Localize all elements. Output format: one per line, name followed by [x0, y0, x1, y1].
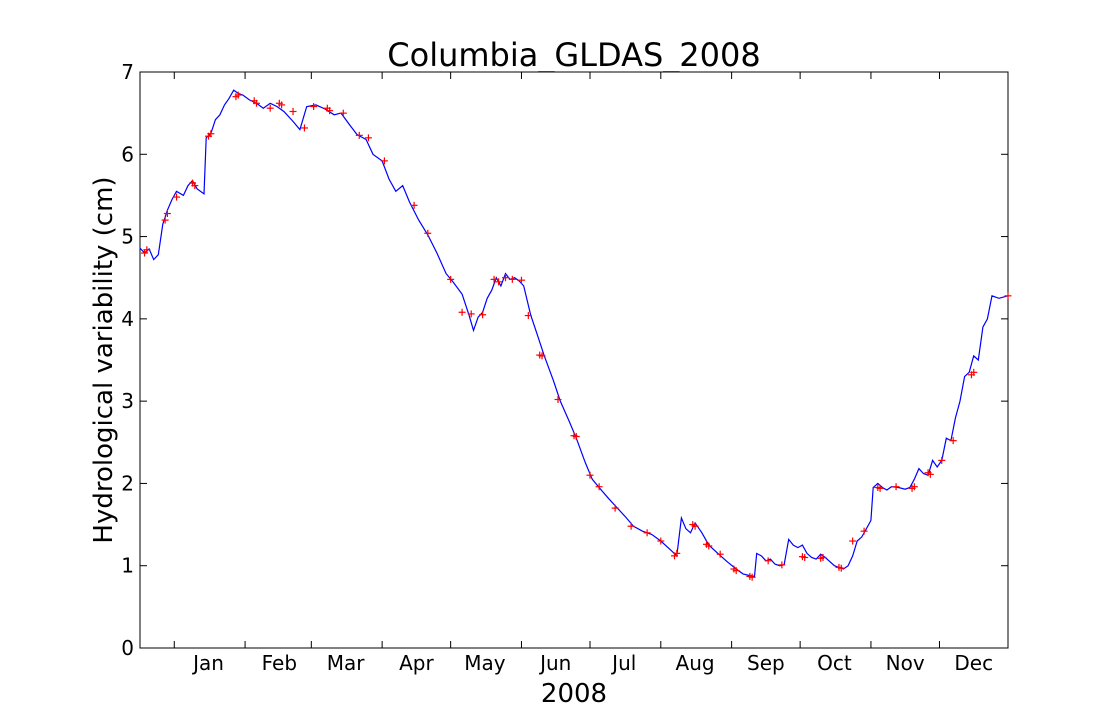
- axis-ticks: 0 1 2 3 4 5 6 7 Jan Feb Mar Apr May Jun Jul Aug Sep Oct No…: [121, 60, 1008, 675]
- data-point: [876, 484, 884, 492]
- x-tick-label: Nov: [886, 651, 925, 675]
- data-point: [778, 561, 786, 569]
- data-point: [837, 564, 845, 572]
- data-point: [1004, 292, 1012, 300]
- data-series: [139, 89, 1012, 581]
- data-point: [643, 529, 651, 537]
- x-tick-label: Sep: [747, 651, 785, 675]
- x-axis-label: 2008: [541, 679, 607, 709]
- data-point: [234, 91, 242, 99]
- x-tick-label: Jul: [610, 651, 636, 675]
- series-line: [139, 89, 1009, 578]
- data-point: [970, 368, 978, 376]
- y-tick-label: 4: [121, 307, 134, 331]
- y-tick-label: 6: [121, 142, 134, 166]
- x-tick-label: Jun: [538, 651, 571, 675]
- x-tick-label: Jan: [191, 651, 224, 675]
- data-point: [161, 216, 169, 224]
- data-point: [300, 124, 308, 132]
- data-point: [410, 201, 418, 209]
- data-point: [938, 456, 946, 464]
- x-tick-label: Apr: [399, 651, 434, 675]
- data-point: [173, 193, 181, 201]
- x-tick-label: Mar: [327, 651, 366, 675]
- data-point: [495, 278, 503, 286]
- data-point: [339, 109, 347, 117]
- data-point: [458, 308, 466, 316]
- data-point: [926, 470, 934, 478]
- data-point: [705, 542, 713, 550]
- data-point: [586, 471, 594, 479]
- data-point: [892, 483, 900, 491]
- data-point: [691, 522, 699, 530]
- data-point: [252, 99, 260, 107]
- data-point: [860, 527, 868, 535]
- data-point: [524, 312, 532, 320]
- data-point: [289, 107, 297, 115]
- x-tick-label: Dec: [954, 651, 993, 675]
- plot-area: [139, 71, 1009, 649]
- data-point: [501, 274, 509, 282]
- data-point: [764, 557, 772, 565]
- data-point: [380, 157, 388, 165]
- data-point: [538, 352, 546, 360]
- x-tick-label: Oct: [817, 651, 852, 675]
- y-tick-label: 1: [121, 554, 134, 578]
- data-point: [801, 553, 809, 561]
- data-point: [490, 275, 498, 283]
- data-point: [611, 504, 619, 512]
- data-point: [595, 483, 603, 491]
- data-point: [326, 107, 334, 115]
- data-point: [266, 104, 274, 112]
- data-point: [479, 311, 487, 319]
- data-point: [163, 210, 171, 218]
- y-tick-label: 0: [121, 636, 134, 660]
- data-point: [657, 537, 665, 545]
- data-point: [364, 134, 372, 142]
- y-tick-label: 3: [121, 389, 134, 413]
- data-point: [424, 229, 432, 237]
- data-point: [732, 567, 740, 575]
- data-point: [278, 101, 286, 109]
- x-tick-label: May: [464, 651, 506, 675]
- data-point: [748, 573, 756, 581]
- data-point: [949, 437, 957, 445]
- y-axis-label: Hydrological variability (cm): [89, 176, 119, 543]
- y-tick-label: 5: [121, 225, 134, 249]
- y-tick-label: 2: [121, 471, 134, 495]
- y-tick-label: 7: [121, 60, 134, 84]
- chart-title: Columbia_GLDAS_2008: [387, 36, 760, 74]
- data-point: [517, 276, 525, 284]
- x-tick-label: Feb: [262, 651, 297, 675]
- data-point: [819, 553, 827, 561]
- data-point: [355, 131, 363, 139]
- data-point: [467, 310, 475, 318]
- data-point: [207, 130, 215, 138]
- data-point: [554, 395, 562, 403]
- data-point: [910, 483, 918, 491]
- data-point: [849, 537, 857, 545]
- data-point: [310, 103, 318, 111]
- data-point: [508, 275, 516, 283]
- data-point: [673, 549, 681, 557]
- data-point: [191, 182, 199, 190]
- data-point: [627, 522, 635, 530]
- data-point: [716, 550, 724, 558]
- x-tick-label: Aug: [676, 651, 715, 675]
- data-point: [572, 433, 580, 441]
- data-point: [447, 275, 455, 283]
- data-point: [143, 246, 151, 254]
